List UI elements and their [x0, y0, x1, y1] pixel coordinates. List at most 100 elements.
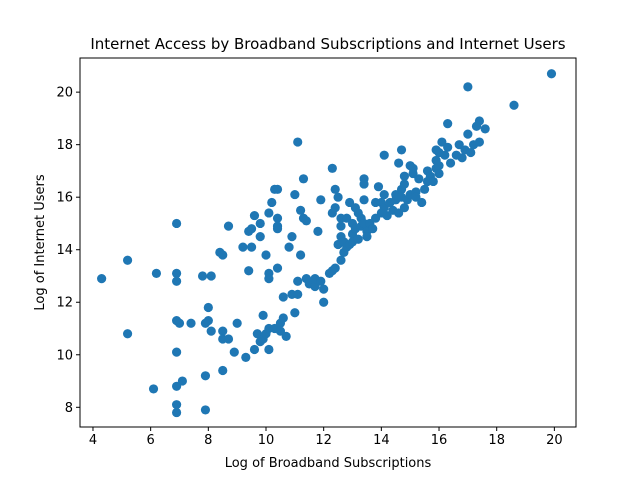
data-point [177, 376, 187, 386]
data-point [272, 263, 283, 273]
data-point [293, 276, 303, 286]
data-point [151, 268, 162, 278]
data-point [203, 316, 213, 326]
data-point [463, 82, 473, 92]
data-point [264, 208, 274, 218]
data-point [206, 326, 216, 336]
data-point [330, 263, 340, 273]
data-point [509, 100, 519, 110]
data-point [218, 326, 228, 336]
y-tick-label: 10 [56, 348, 73, 363]
data-point [399, 179, 410, 189]
x-tick-label: 10 [258, 433, 275, 448]
plot-frame [79, 57, 577, 428]
data-point [353, 234, 363, 244]
data-point [246, 242, 257, 252]
data-point [249, 210, 260, 221]
data-point [232, 318, 242, 328]
data-point [172, 400, 182, 410]
data-point [368, 224, 378, 234]
x-tick-label: 8 [204, 433, 212, 448]
data-point [417, 197, 427, 208]
data-point [272, 224, 283, 234]
y-tick-label: 20 [56, 86, 73, 101]
data-point [443, 142, 453, 152]
data-point [319, 297, 329, 307]
x-tick-label: 20 [546, 433, 563, 448]
data-point [336, 221, 346, 231]
data-point [379, 189, 389, 200]
data-point [197, 271, 208, 281]
data-point [290, 308, 300, 318]
x-tick-label: 16 [431, 433, 448, 448]
data-point [296, 250, 306, 260]
data-point [172, 347, 182, 357]
y-tick-label: 14 [56, 243, 73, 258]
data-point [223, 221, 234, 231]
data-point [172, 218, 182, 229]
data-point [174, 318, 185, 328]
data-point [206, 271, 216, 281]
data-point [249, 344, 260, 355]
data-point [399, 171, 410, 181]
chart-title: Internet Access by Broadband Subscriptio… [90, 35, 565, 53]
data-point [316, 195, 326, 205]
y-axis-label: Log of Internet Users [33, 174, 48, 310]
data-point [333, 192, 343, 202]
x-tick-label: 6 [147, 433, 155, 448]
data-point [399, 203, 410, 213]
data-point [200, 405, 211, 415]
x-axis-ticks: 4 6 8 10 12 14 16 18 20 [89, 427, 563, 448]
data-point [238, 242, 248, 252]
data-point [336, 255, 346, 265]
data-point [434, 161, 444, 171]
data-point [241, 352, 251, 362]
data-point [255, 231, 265, 242]
data-point [440, 150, 450, 160]
data-point [373, 182, 384, 192]
data-point [258, 310, 268, 320]
y-axis-ticks: 8 10 12 14 16 18 20 [56, 86, 80, 416]
data-point [298, 174, 309, 184]
data-point [200, 371, 211, 381]
data-point [218, 365, 228, 376]
x-axis-label: Log of Broadband Subscriptions [225, 456, 432, 471]
data-point [480, 124, 490, 134]
data-point [122, 329, 133, 339]
data-point [396, 145, 407, 155]
y-tick-label: 8 [65, 401, 73, 416]
data-point [414, 174, 424, 184]
data-point [203, 302, 213, 313]
data-point [272, 184, 283, 194]
x-tick-label: 18 [488, 433, 505, 448]
data-point [287, 231, 297, 242]
y-tick-label: 18 [56, 138, 73, 153]
data-point [267, 197, 277, 208]
y-tick-label: 12 [56, 296, 73, 311]
data-point [278, 292, 288, 302]
data-point [246, 224, 257, 234]
data-point [359, 195, 369, 205]
data-point [264, 344, 274, 355]
data-point [474, 116, 484, 126]
data-point [428, 176, 438, 187]
data-point [264, 274, 274, 284]
data-point [272, 213, 283, 223]
data-point [546, 69, 557, 79]
data-point [290, 189, 300, 200]
data-point [296, 205, 306, 215]
data-point [443, 119, 453, 129]
data-point [379, 150, 389, 160]
data-point [284, 242, 294, 252]
data-point [218, 250, 228, 260]
data-point [278, 313, 288, 323]
x-tick-label: 14 [373, 433, 390, 448]
data-point [445, 158, 456, 168]
data-point [434, 168, 444, 179]
data-point [186, 318, 196, 328]
data-point [394, 158, 404, 168]
data-point [172, 276, 182, 286]
data-point [293, 289, 303, 299]
data-point [362, 231, 372, 242]
